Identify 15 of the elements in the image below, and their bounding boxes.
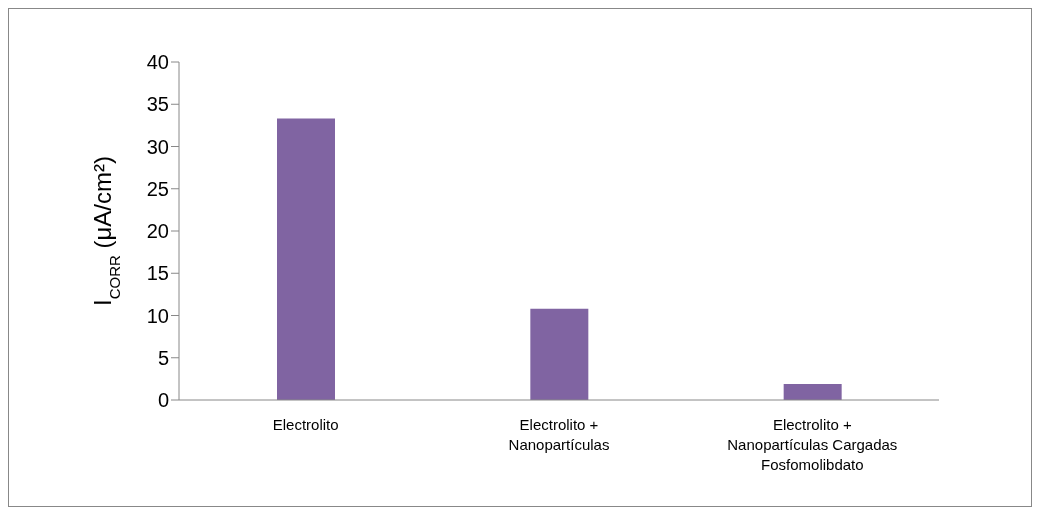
bar [783, 383, 842, 400]
bar [277, 118, 335, 400]
y-tick-label: 10 [146, 304, 169, 327]
y-tick-label: 20 [146, 220, 169, 243]
x-tick-label: Electrolito + Nanopartículas Cargadas Fosfomolibdato [727, 416, 898, 473]
y-tick-label: 5 [157, 346, 169, 369]
y-tick-label: 40 [146, 51, 169, 74]
x-tick-label: Electrolito + Nanopartículas [508, 416, 610, 453]
x-tick-label: Electrolito [272, 416, 339, 433]
y-tick-label: 30 [146, 135, 169, 158]
y-tick-label: 15 [146, 262, 169, 285]
y-tick-label: 35 [146, 93, 169, 116]
bar [530, 308, 589, 400]
y-tick-label: 25 [146, 177, 169, 200]
y-tick-label: 0 [157, 389, 169, 412]
